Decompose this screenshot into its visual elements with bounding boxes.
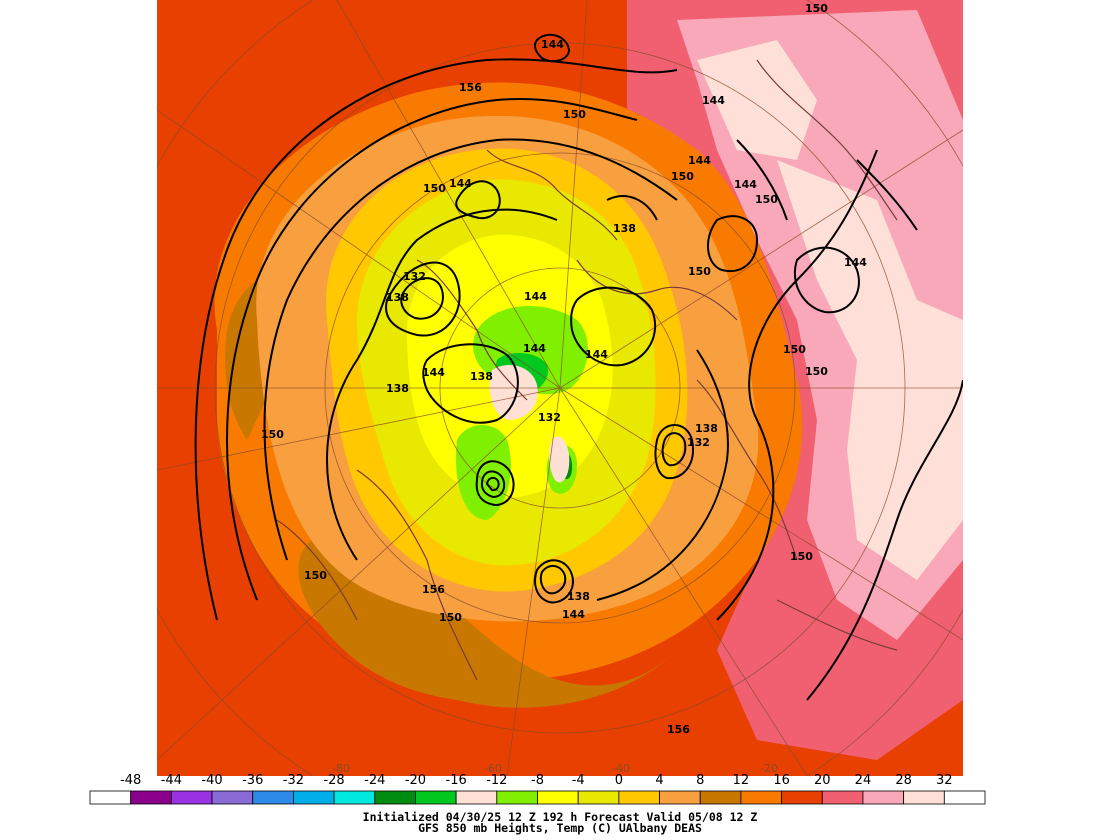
contour-label: 144	[449, 177, 472, 190]
contour-label: 150	[783, 343, 806, 356]
colorbar-tick-label: -40	[201, 773, 222, 788]
contour-label: 156	[459, 81, 482, 94]
colorbar-tick-label: -24	[364, 773, 385, 788]
grid-labels: -80 -60 -40 -20	[332, 762, 778, 775]
colorbar-swatch	[89, 790, 132, 805]
colorbar-swatch	[170, 790, 213, 805]
map-panel: 150 144 156 150 150 144 144 150 144 144 …	[157, 0, 963, 776]
contour-label: 144	[688, 154, 711, 167]
colorbar-tick-label: -8	[531, 773, 544, 788]
grid-label: -60	[484, 762, 502, 775]
coastlines	[276, 59, 898, 681]
contour-label: 144	[702, 94, 725, 107]
colorbar-swatch	[537, 790, 579, 805]
colorbar-swatch	[211, 790, 254, 805]
colorbar-tick-label: 20	[814, 773, 831, 788]
contour-label: 156	[422, 583, 445, 596]
colorbar-swatch	[333, 790, 376, 805]
contour-label: 150	[790, 550, 813, 563]
contour-label: 144	[524, 290, 547, 303]
colorbar-swatch	[293, 790, 335, 805]
colorbar-tick-label: -4	[572, 773, 585, 788]
height-contours	[194, 33, 963, 701]
contour-label: 144	[422, 366, 445, 379]
colorbar-tick-label: 32	[936, 773, 953, 788]
colorbar-swatch	[415, 790, 457, 805]
forecast-caption: Initialized 04/30/25 12 Z 192 h Forecast…	[0, 810, 1120, 835]
colorbar-tick-label: 8	[696, 773, 704, 788]
lat-lon-grid	[157, 0, 963, 776]
colorbar-tick-label: -12	[486, 773, 507, 788]
contour-label: 138	[386, 382, 409, 395]
contour-label: 132	[687, 436, 710, 449]
contour-label: 138	[470, 370, 493, 383]
grid-label: -40	[612, 762, 630, 775]
colorbar-swatch	[781, 790, 823, 805]
colorbar-swatch	[740, 790, 782, 805]
contour-label: 144	[585, 348, 608, 361]
colorbar-tick-label: 16	[773, 773, 790, 788]
colorbar-tick-label: -36	[242, 773, 263, 788]
contour-label: 150	[688, 265, 711, 278]
contour-label: 150	[671, 170, 694, 183]
contour-label: 150	[439, 611, 462, 624]
contour-label: 132	[403, 270, 426, 283]
colorbar-swatch	[496, 790, 538, 805]
contour-label: 150	[423, 182, 446, 195]
colorbar-tick-label: -20	[405, 773, 426, 788]
contour-label: 144	[844, 256, 867, 269]
colorbar-swatch	[252, 790, 294, 805]
colorbar-swatch	[903, 790, 945, 805]
contour-label: 144	[523, 342, 546, 355]
cold-center	[489, 365, 570, 483]
colorbar-tick-label: 12	[733, 773, 750, 788]
colorbar-swatch	[374, 790, 416, 805]
colorbar-swatch	[130, 790, 172, 805]
contour-label: 150	[261, 428, 284, 441]
caption-line-initialized: Initialized 04/30/25 12 Z 192 h Forecast…	[362, 810, 758, 824]
contour-labels: 150 144 156 150 150 144 144 150 144 144 …	[261, 2, 867, 736]
colorbar-tick-label: 28	[895, 773, 912, 788]
contour-label: 156	[667, 723, 690, 736]
colorbar-tick-labels: -48 -44 -40 -36 -32 -28 -24 -20 -16 -12 -8 -4 0 4 8 12 1…	[120, 773, 953, 788]
colorbar-tick-label: -28	[323, 773, 344, 788]
contour-label: 132	[538, 411, 561, 424]
colorbar-swatches	[89, 790, 986, 805]
caption-line-product: GFS 850 mb Heights, Temp (C) UAlbany DEA…	[418, 821, 702, 835]
contour-label: 138	[613, 222, 636, 235]
temperature-colorbar: -48 -44 -40 -36 -32 -28 -24 -20 -16 -12 -8 -4 0 4 8 12 1…	[89, 773, 986, 805]
colorbar-swatch	[618, 790, 660, 805]
colorbar-swatch	[821, 790, 864, 805]
grid-label: -20	[760, 762, 778, 775]
contour-label: 138	[386, 291, 409, 304]
colorbar-tick-label: 4	[655, 773, 663, 788]
contour-label: 138	[567, 590, 590, 603]
colorbar-tick-label: -48	[120, 773, 141, 788]
contour-label: 144	[562, 608, 585, 621]
colorbar-swatch	[699, 790, 742, 805]
colorbar-swatch	[455, 790, 498, 805]
contour-label: 150	[805, 365, 828, 378]
contour-label: 150	[304, 569, 327, 582]
contour-label: 144	[734, 178, 757, 191]
colorbar-swatch	[943, 790, 986, 805]
contour-label: 150	[755, 193, 778, 206]
colorbar-swatch	[577, 790, 620, 805]
colorbar-swatch	[862, 790, 905, 805]
colorbar-swatch	[659, 790, 701, 805]
grid-label: -80	[332, 762, 350, 775]
contour-label: 138	[695, 422, 718, 435]
colorbar-tick-label: -44	[161, 773, 182, 788]
contour-label: 144	[541, 38, 564, 51]
colorbar-tick-label: 24	[855, 773, 872, 788]
colorbar-tick-label: -16	[446, 773, 467, 788]
colorbar-tick-label: -32	[283, 773, 304, 788]
contour-label: 150	[805, 2, 828, 15]
colorbar-tick-label: 0	[615, 773, 623, 788]
contour-label: 150	[563, 108, 586, 121]
